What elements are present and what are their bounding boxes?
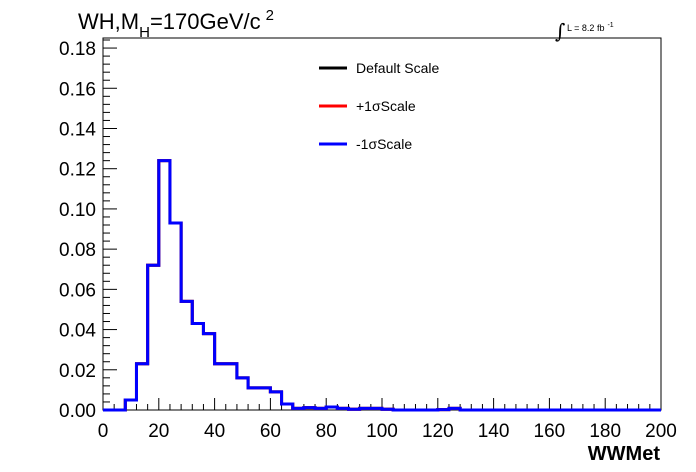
x-axis: 0 20 40 60 80 100 120 140 160 180 200 xyxy=(98,398,677,442)
legend: Default Scale +1σScale -1σScale xyxy=(319,60,439,152)
y-tick-label: 0.10 xyxy=(59,200,96,221)
x-tick-label: 20 xyxy=(148,421,169,442)
y-tick-label: 0.06 xyxy=(59,280,96,301)
x-axis-label: WWMet xyxy=(588,443,661,465)
series-lines xyxy=(103,159,661,412)
y-tick-label: 0.04 xyxy=(59,321,96,342)
series-line-2 xyxy=(103,159,661,412)
x-tick-label: 40 xyxy=(204,421,225,442)
y-axis: 0.00 0.02 0.04 0.06 0.08 0.10 0.12 0.14 0.16 0.18 xyxy=(59,39,117,422)
luminosity-superscript: -1 xyxy=(607,22,613,29)
series-line-1 xyxy=(103,159,661,412)
x-tick-label: 120 xyxy=(422,421,454,442)
x-tick-label: 0 xyxy=(98,421,109,442)
legend-label-1: +1σScale xyxy=(356,98,416,114)
luminosity-label: L = 8.2 fb -1 xyxy=(567,22,614,33)
title-suffix: =170GeV/c xyxy=(150,9,261,34)
legend-label-0: Default Scale xyxy=(356,60,439,76)
series-line-0 xyxy=(103,159,661,412)
x-tick-label: 160 xyxy=(534,421,566,442)
x-tick-label: 140 xyxy=(478,421,510,442)
y-tick-label: 0.02 xyxy=(59,361,96,382)
chart-title: WH,MH=170GeV/c 2 xyxy=(78,7,274,41)
x-tick-label: 180 xyxy=(589,421,621,442)
y-tick-label: 0.18 xyxy=(59,39,96,60)
title-prefix: WH,M xyxy=(78,9,139,34)
y-tick-label: 0.00 xyxy=(59,401,96,422)
title-superscript: 2 xyxy=(266,7,274,24)
y-tick-label: 0.08 xyxy=(59,240,96,261)
x-tick-label: 80 xyxy=(316,421,337,442)
x-tick-label: 200 xyxy=(645,421,677,442)
y-tick-label: 0.16 xyxy=(59,79,96,100)
plot-frame xyxy=(102,37,662,411)
luminosity-text: L = 8.2 fb xyxy=(567,23,604,33)
luminosity-integral-symbol: ∫ xyxy=(555,19,565,43)
y-tick-label: 0.14 xyxy=(59,119,96,140)
title-subscript: H xyxy=(139,24,150,41)
y-tick-label: 0.12 xyxy=(59,160,96,181)
x-tick-label: 60 xyxy=(260,421,281,442)
legend-label-2: -1σScale xyxy=(356,136,412,152)
x-tick-label: 100 xyxy=(366,421,398,442)
